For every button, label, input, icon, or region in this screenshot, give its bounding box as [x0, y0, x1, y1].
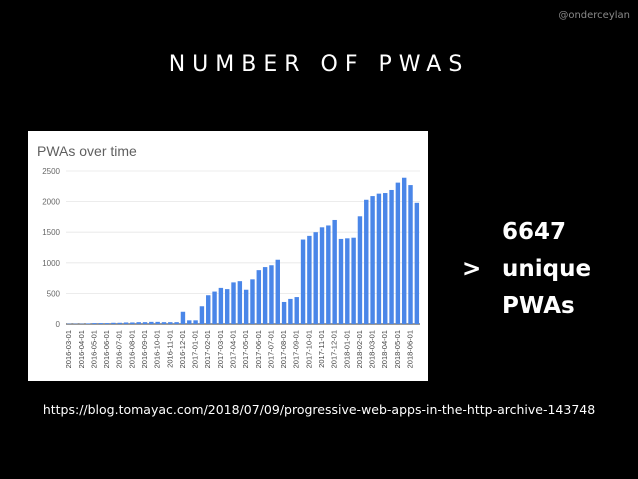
bar — [408, 185, 413, 324]
bar — [256, 270, 262, 324]
bar — [383, 193, 388, 324]
x-tick-label: 2016-08-01 — [127, 330, 136, 368]
x-tick-label: 2017-06-01 — [254, 330, 263, 368]
x-tick-label: 2018-01-01 — [342, 330, 351, 368]
bar — [206, 295, 211, 324]
x-tick-label: 2017-08-01 — [279, 330, 288, 368]
bar — [237, 281, 243, 324]
bar — [332, 219, 337, 324]
bar — [117, 322, 122, 324]
x-tick-label: 2018-02-01 — [355, 330, 364, 368]
x-tick-label: 2017-03-01 — [216, 330, 225, 368]
bar — [307, 235, 312, 324]
bar — [212, 291, 217, 324]
bar — [187, 320, 192, 324]
bar — [174, 322, 179, 324]
bar — [161, 322, 167, 324]
x-tick-label: 2016-10-01 — [153, 330, 162, 368]
x-tick-label: 2016-12-01 — [178, 330, 187, 368]
bar — [364, 199, 369, 324]
y-tick-label: 500 — [47, 289, 61, 298]
x-tick-label: 2018-04-01 — [380, 330, 389, 368]
bar — [180, 311, 186, 324]
x-tick-label: 2018-03-01 — [368, 330, 377, 368]
bar — [351, 237, 356, 324]
bar — [168, 322, 173, 324]
bar — [275, 259, 280, 324]
bar — [414, 202, 420, 324]
bar — [199, 306, 205, 324]
x-tick-label: 2018-06-01 — [406, 330, 415, 368]
x-tick-label: 2016-06-01 — [102, 330, 111, 368]
bar — [281, 301, 287, 324]
bar — [262, 267, 268, 324]
x-tick-label: 2017-09-01 — [292, 330, 301, 368]
x-tick-label: 2017-02-01 — [203, 330, 212, 368]
bar — [149, 321, 154, 324]
x-tick-label: 2017-07-01 — [266, 330, 275, 368]
pwa-count-word-pwas: PWAs — [502, 293, 575, 319]
x-tick-label: 2018-05-01 — [393, 330, 402, 368]
bar — [395, 182, 401, 324]
bar — [300, 239, 306, 324]
author-handle: @onderceylan — [558, 10, 630, 21]
bar — [111, 322, 116, 324]
x-tick-label: 2016-03-01 — [64, 330, 73, 368]
bar — [269, 265, 274, 324]
bar — [370, 196, 375, 324]
x-tick-label: 2017-12-01 — [330, 330, 339, 368]
bar — [155, 321, 160, 324]
y-tick-label: 1500 — [42, 228, 60, 237]
y-tick-label: 1000 — [42, 259, 60, 268]
bar — [85, 323, 91, 324]
bar — [250, 279, 255, 324]
bar — [123, 322, 129, 324]
chart-title: PWAs over time — [37, 143, 137, 159]
bar — [98, 323, 103, 324]
slide-title: NUMBER OF PWAS — [168, 52, 470, 77]
y-tick-label: 2000 — [42, 198, 60, 207]
y-tick-label: 2500 — [42, 167, 60, 176]
bar — [193, 320, 198, 324]
bar — [288, 298, 293, 324]
greater-than-sign: > — [462, 256, 482, 282]
chart-card: PWAs over time 0 500 1000 1500 2000 2500 2016-… — [28, 131, 428, 381]
bar — [218, 287, 224, 324]
pwa-count-number: 6647 — [502, 219, 567, 245]
bar — [338, 238, 344, 324]
bar — [294, 297, 299, 324]
x-tick-label: 2017-05-01 — [241, 330, 250, 368]
bar — [357, 216, 363, 324]
pwa-count-word-unique: unique — [502, 256, 592, 282]
x-tick-label: 2017-11-01 — [317, 330, 326, 368]
pwas-bar-chart: PWAs over time 0 500 1000 1500 2000 2500 2016-… — [37, 143, 420, 368]
bar — [104, 323, 110, 324]
x-tick-label: 2016-11-01 — [165, 330, 174, 368]
bar — [92, 323, 97, 324]
x-tick-label: 2017-04-01 — [229, 330, 238, 368]
x-tick-label: 2017-01-01 — [191, 330, 200, 368]
source-url-link[interactable]: https://blog.tomayac.com/2018/07/09/prog… — [42, 402, 596, 417]
bar — [319, 227, 325, 324]
x-tick-label: 2016-09-01 — [140, 330, 149, 368]
bar — [224, 289, 230, 324]
bar — [243, 289, 249, 324]
x-tick-label: 2016-05-01 — [89, 330, 98, 368]
bar — [136, 322, 141, 324]
y-tick-label: 0 — [56, 320, 61, 329]
bar — [231, 282, 236, 324]
bar — [313, 232, 318, 324]
x-tick-label: 2016-07-01 — [115, 330, 124, 368]
bar — [142, 322, 148, 324]
bar — [401, 177, 407, 324]
bar — [389, 189, 394, 324]
bar — [130, 322, 135, 324]
x-tick-label: 2016-04-01 — [77, 330, 86, 368]
bar — [345, 238, 350, 324]
bar — [376, 193, 382, 324]
bar — [326, 225, 331, 324]
x-tick-label: 2017-10-01 — [304, 330, 313, 368]
